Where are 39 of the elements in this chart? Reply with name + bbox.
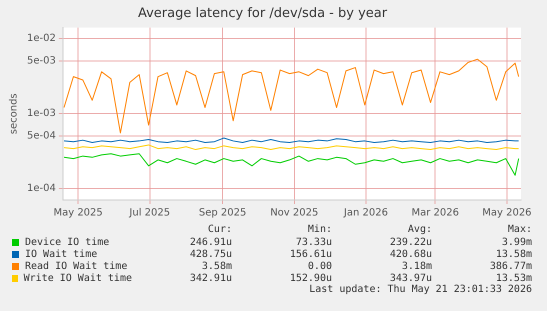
y-tick-label: 5e-04	[26, 130, 56, 142]
text: 13.53m	[494, 272, 532, 284]
text: 156.61u	[288, 248, 332, 260]
chart-title: Average latency for /dev/sda - by year	[138, 6, 388, 22]
text: 3.58m	[200, 260, 232, 272]
x-tick-label: Jul 2025	[128, 208, 170, 219]
y-axis-title: seconds	[8, 93, 20, 134]
text: 420.68u	[388, 248, 432, 260]
x-tick-label: Mar 2026	[411, 208, 459, 219]
y-tick-label: 5e-03	[26, 56, 56, 67]
text: 73.33u	[294, 236, 332, 248]
legend-label: Device IO time	[25, 236, 110, 248]
text: 239.22u	[388, 236, 432, 248]
text: 428.75u	[188, 248, 232, 260]
x-tick-label: May 2025	[53, 208, 103, 219]
legend-label: IO Wait time	[25, 248, 98, 260]
text: 246.91u	[188, 236, 232, 248]
x-tick-label: Nov 2025	[270, 208, 318, 219]
text: 13.58m	[494, 248, 532, 260]
text: Avg:	[406, 224, 432, 236]
legend-label: Read IO Wait time	[25, 260, 128, 272]
text: Last update: Thu May 21 23:01:33 2026	[308, 284, 532, 296]
legend-label: Write IO Wait time	[24, 272, 132, 284]
text: 343.97u	[388, 272, 432, 284]
text: 3.99m	[500, 236, 532, 248]
text: 3.18m	[400, 260, 432, 272]
text: Min:	[306, 224, 332, 236]
text: 342.91u	[188, 272, 232, 284]
x-tick-label: Jan 2026	[342, 208, 388, 219]
x-tick-label: Sep 2025	[198, 208, 246, 219]
text: 386.77m	[488, 260, 532, 272]
y-tick-label: 1e-03	[26, 108, 56, 120]
text: 0.00	[306, 260, 332, 272]
y-tick-label: 1e-02	[26, 33, 56, 44]
x-tick-label: May 2026	[482, 208, 532, 219]
text: Max:	[506, 224, 532, 236]
text: Cur:	[206, 224, 232, 236]
y-tick-label: 1e-04	[26, 182, 56, 194]
text: 152.90u	[288, 272, 332, 284]
